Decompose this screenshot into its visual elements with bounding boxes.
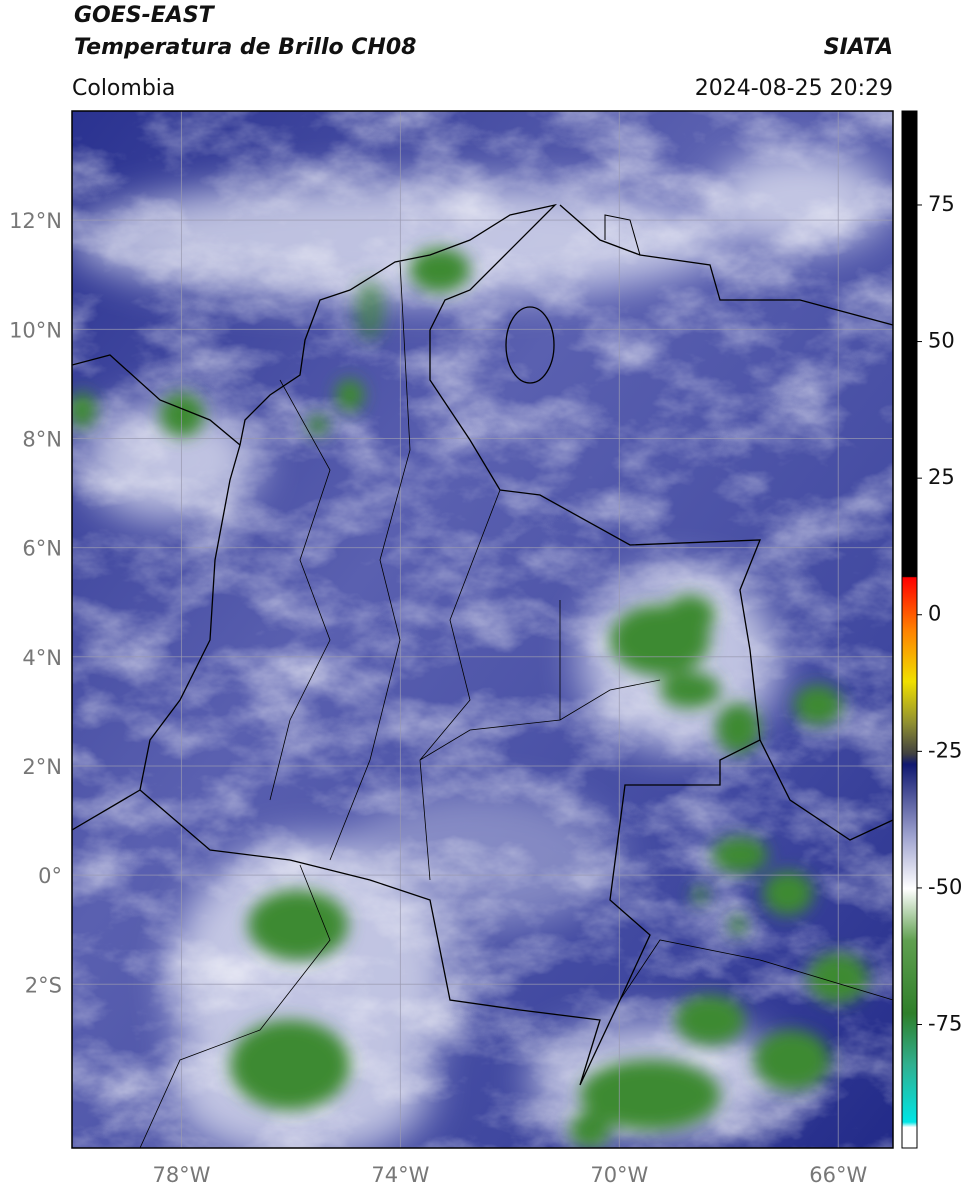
title: GOES-EAST (74, 3, 216, 28)
subtitle: Temperatura de Brillo CH08 (74, 35, 416, 60)
x-tick-label: 66°W (809, 1163, 867, 1187)
colorbar-tick-label: -50 (928, 875, 962, 899)
y-tick-label: 2°S (25, 973, 62, 997)
map-frame (71, 110, 894, 1149)
graticule (72, 111, 893, 1148)
x-tick-label: 74°W (371, 1163, 429, 1187)
y-tick-label: 8°N (22, 427, 62, 451)
colorbar-tick-label: -25 (928, 738, 962, 762)
colorbar-tick-label: 50 (928, 329, 955, 353)
source: SIATA (824, 35, 893, 60)
y-tick-label: 0° (38, 864, 62, 888)
colorbar-tick-label: 75 (928, 192, 955, 216)
colorbar (901, 110, 918, 1149)
colorbar-tick-label: 0 (928, 602, 941, 626)
y-tick-label: 4°N (22, 646, 62, 670)
satellite-image (72, 111, 893, 1148)
y-tick-label: 2°N (22, 755, 62, 779)
x-tick-label: 70°W (590, 1163, 648, 1187)
x-tick-label: 78°W (152, 1163, 210, 1187)
y-tick-label: 10°N (9, 318, 62, 342)
colorbar-tick-label: -75 (928, 1012, 962, 1036)
colorbar-tick-label: 25 (928, 465, 955, 489)
region: Colombia (72, 76, 175, 101)
borders (72, 203, 893, 1148)
timestamp: 2024-08-25 20:29 (695, 76, 893, 101)
y-tick-label: 6°N (22, 537, 62, 561)
y-tick-label: 12°N (9, 209, 62, 233)
